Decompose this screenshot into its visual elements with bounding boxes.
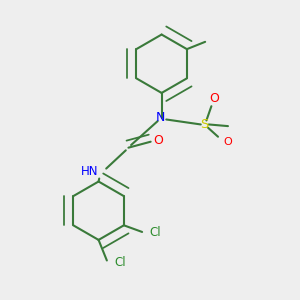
- Text: S: S: [201, 118, 209, 131]
- Text: O: O: [224, 137, 233, 147]
- Text: O: O: [153, 134, 163, 146]
- Text: Cl: Cl: [149, 226, 161, 239]
- Text: O: O: [209, 92, 219, 105]
- Text: Cl: Cl: [114, 256, 126, 268]
- Text: N: N: [155, 111, 165, 124]
- Text: HN: HN: [81, 165, 99, 178]
